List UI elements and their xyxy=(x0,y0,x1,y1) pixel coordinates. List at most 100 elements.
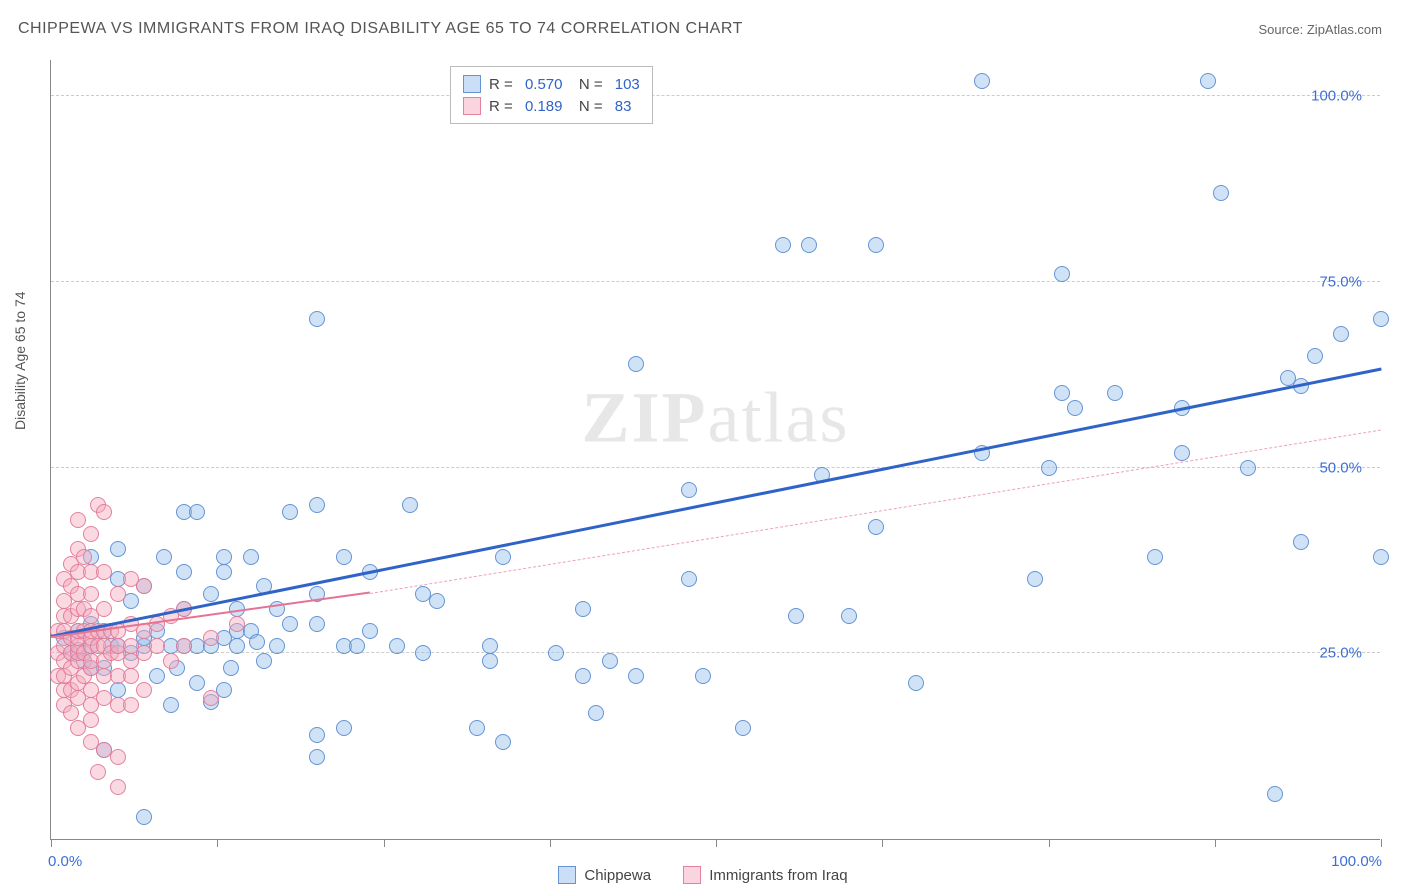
correlation-chart: CHIPPEWA VS IMMIGRANTS FROM IRAQ DISABIL… xyxy=(0,0,1406,892)
data-point xyxy=(588,705,604,721)
y-tick-label: 100.0% xyxy=(1311,88,1362,105)
data-point xyxy=(203,630,219,646)
data-point xyxy=(469,720,485,736)
data-point xyxy=(203,690,219,706)
data-point xyxy=(309,749,325,765)
y-tick-label: 50.0% xyxy=(1319,459,1362,476)
gridline xyxy=(51,95,1380,96)
data-point xyxy=(868,519,884,535)
data-point xyxy=(249,634,265,650)
x-tick xyxy=(716,839,717,847)
x-tick xyxy=(882,839,883,847)
data-point xyxy=(1240,460,1256,476)
x-tick xyxy=(384,839,385,847)
trend-line xyxy=(51,368,1382,638)
data-point xyxy=(1373,549,1389,565)
data-point xyxy=(681,571,697,587)
data-point xyxy=(628,356,644,372)
data-point xyxy=(176,564,192,580)
source-link[interactable]: ZipAtlas.com xyxy=(1307,22,1382,37)
source-label: Source: xyxy=(1258,22,1306,37)
n-value: 83 xyxy=(615,98,632,115)
data-point xyxy=(70,512,86,528)
data-point xyxy=(309,311,325,327)
data-point xyxy=(96,601,112,617)
y-axis-label: Disability Age 65 to 74 xyxy=(12,291,28,430)
legend-item: Chippewa xyxy=(558,866,651,884)
data-point xyxy=(176,638,192,654)
data-point xyxy=(163,697,179,713)
data-point xyxy=(389,638,405,654)
x-tick xyxy=(217,839,218,847)
x-tick xyxy=(550,839,551,847)
data-point xyxy=(628,668,644,684)
data-point xyxy=(282,504,298,520)
data-point xyxy=(908,675,924,691)
data-point xyxy=(1054,385,1070,401)
data-point xyxy=(123,668,139,684)
data-point xyxy=(349,638,365,654)
data-point xyxy=(309,727,325,743)
data-point xyxy=(96,564,112,580)
data-point xyxy=(402,497,418,513)
data-point xyxy=(548,645,564,661)
data-point xyxy=(1027,571,1043,587)
data-point xyxy=(841,608,857,624)
data-point xyxy=(110,779,126,795)
data-point xyxy=(482,638,498,654)
r-value: 0.570 xyxy=(525,76,563,93)
data-point xyxy=(96,504,112,520)
data-point xyxy=(1307,348,1323,364)
swatch-chippewa xyxy=(463,75,481,93)
data-point xyxy=(1373,311,1389,327)
data-point xyxy=(362,623,378,639)
r-value: 0.189 xyxy=(525,98,563,115)
x-tick xyxy=(1381,839,1382,847)
legend-row: R = 0.189 N = 83 xyxy=(463,95,640,117)
x-axis-max-label: 100.0% xyxy=(1331,853,1382,870)
data-point xyxy=(1200,73,1216,89)
data-point xyxy=(136,682,152,698)
data-point xyxy=(1267,786,1283,802)
data-point xyxy=(309,616,325,632)
data-point xyxy=(681,482,697,498)
data-point xyxy=(216,564,232,580)
data-point xyxy=(216,549,232,565)
data-point xyxy=(83,586,99,602)
data-point xyxy=(602,653,618,669)
y-tick-label: 75.0% xyxy=(1319,273,1362,290)
data-point xyxy=(775,237,791,253)
data-point xyxy=(575,668,591,684)
legend-label: Chippewa xyxy=(584,867,651,884)
y-tick-label: 25.0% xyxy=(1319,645,1362,662)
data-point xyxy=(336,720,352,736)
data-point xyxy=(1067,400,1083,416)
plot-area: ZIPatlas 25.0%50.0%75.0%100.0% xyxy=(50,60,1380,840)
data-point xyxy=(336,549,352,565)
data-point xyxy=(149,638,165,654)
data-point xyxy=(1333,326,1349,342)
data-point xyxy=(110,586,126,602)
data-point xyxy=(203,586,219,602)
data-point xyxy=(156,549,172,565)
x-tick xyxy=(51,839,52,847)
data-point xyxy=(63,705,79,721)
data-point xyxy=(1054,266,1070,282)
data-point xyxy=(149,668,165,684)
x-tick xyxy=(1215,839,1216,847)
data-point xyxy=(90,764,106,780)
data-point xyxy=(1174,445,1190,461)
trend-line xyxy=(370,429,1381,593)
gridline xyxy=(51,652,1380,653)
source-attribution: Source: ZipAtlas.com xyxy=(1258,22,1382,37)
data-point xyxy=(1293,534,1309,550)
data-point xyxy=(136,578,152,594)
n-value: 103 xyxy=(615,76,640,93)
data-point xyxy=(868,237,884,253)
legend-row: R = 0.570 N = 103 xyxy=(463,73,640,95)
data-point xyxy=(974,73,990,89)
data-point xyxy=(695,668,711,684)
data-point xyxy=(1041,460,1057,476)
data-point xyxy=(76,549,92,565)
data-point xyxy=(801,237,817,253)
